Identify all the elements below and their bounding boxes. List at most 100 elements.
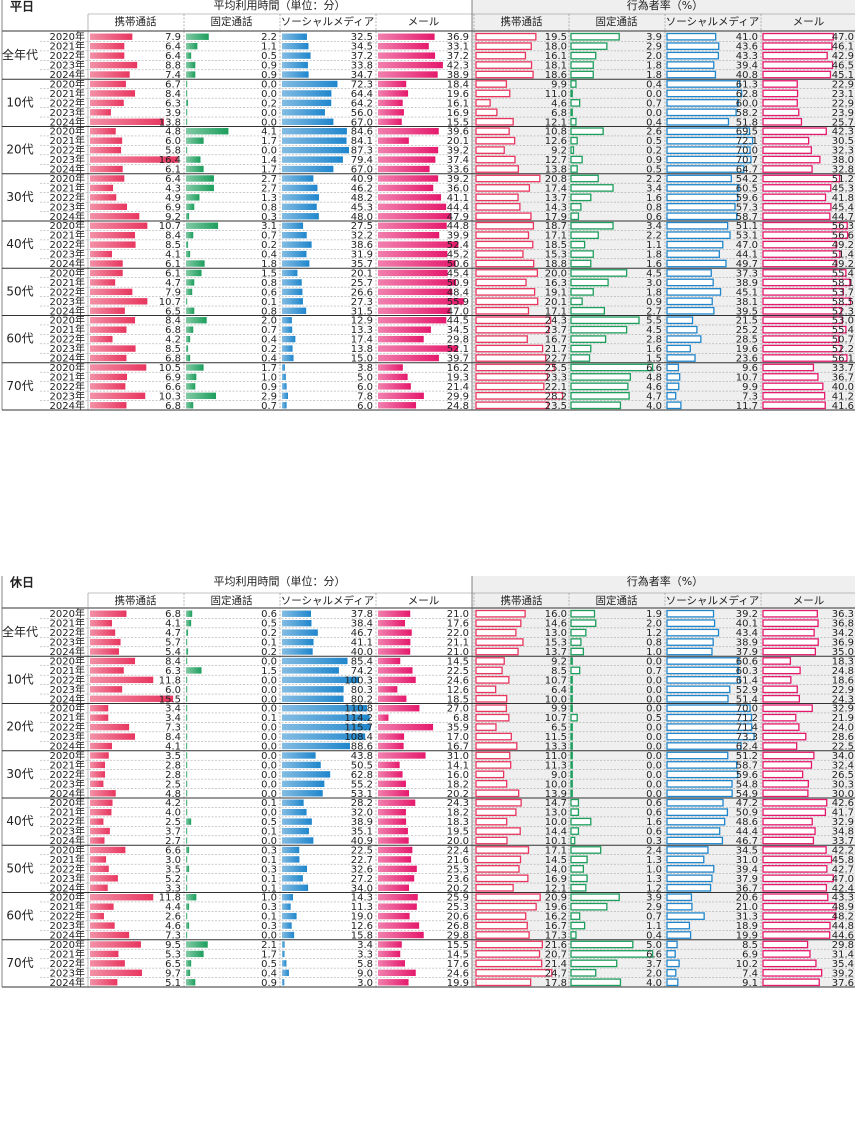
- value-label: 6.4: [165, 51, 181, 62]
- value-label: 4.7: [165, 628, 181, 639]
- rate-bar: [762, 325, 847, 334]
- value-label: 36.0: [447, 183, 469, 194]
- value-label: 11.0: [545, 751, 567, 762]
- rate-bar: [570, 325, 628, 334]
- time-bar: [90, 317, 136, 324]
- value-label: 0.4: [646, 117, 662, 128]
- value-label: 39.5: [736, 306, 758, 317]
- value-label: 13.0: [545, 808, 567, 819]
- value-label: 26.6: [351, 287, 373, 298]
- year-label: 2024年: [50, 929, 85, 942]
- value-label: 10.2: [736, 959, 758, 970]
- year-label: 2022年: [50, 957, 85, 970]
- value-label: 23.6: [736, 354, 758, 365]
- rate-bar: [666, 836, 724, 845]
- value-label: 3.5: [165, 864, 181, 875]
- section-label: 休日: [9, 575, 34, 590]
- rate-bar: [475, 354, 547, 362]
- time-bar: [186, 317, 207, 324]
- value-label: 50.9: [736, 808, 758, 819]
- rate-bar: [475, 666, 503, 675]
- value-label: 23.3: [545, 372, 567, 383]
- year-label: 2024年: [50, 645, 85, 658]
- rate-bar: [762, 817, 813, 826]
- value-label: 2.7: [261, 183, 277, 194]
- value-label: 30.0: [832, 789, 854, 800]
- rate-bar: [570, 685, 573, 694]
- rate-bar: [475, 231, 530, 240]
- year-label: 2023年: [50, 919, 85, 932]
- time-bar: [186, 894, 197, 901]
- rate-bar: [570, 827, 580, 835]
- rate-bar: [570, 382, 629, 391]
- value-label: 51.2: [832, 174, 854, 185]
- value-label: 10.8: [545, 127, 567, 138]
- value-label: 10.1: [545, 836, 567, 847]
- value-label: 0.5: [646, 713, 662, 724]
- value-label: 2.7: [261, 174, 277, 185]
- value-label: 9.6: [742, 363, 758, 374]
- time-bar: [378, 213, 452, 220]
- time-bar: [186, 269, 202, 277]
- value-label: 25.5: [545, 363, 567, 374]
- rate-bar: [762, 80, 798, 88]
- rate-bar: [762, 136, 810, 145]
- time-bar: [90, 790, 116, 797]
- rate-bar: [475, 363, 555, 372]
- year-label: 2020年: [50, 654, 85, 667]
- year-label: 2021年: [50, 323, 85, 336]
- time-bar: [282, 742, 350, 750]
- rate-bar: [570, 950, 654, 958]
- time-bar: [282, 837, 314, 844]
- year-label: 2023年: [50, 342, 85, 355]
- value-label: 53.7: [832, 287, 854, 298]
- rate-bar: [570, 770, 573, 779]
- value-label: 51.4: [832, 250, 854, 261]
- value-label: 44.6: [832, 931, 854, 942]
- value-label: 0.7: [646, 666, 662, 677]
- value-label: 38.9: [736, 638, 758, 649]
- value-label: 32.4: [832, 760, 854, 771]
- rate-bar: [762, 202, 832, 211]
- value-label: 35.1: [351, 827, 373, 838]
- value-label: 35.7: [351, 259, 373, 270]
- rate-bar: [666, 344, 691, 353]
- value-label: 3.9: [646, 893, 662, 904]
- value-label: 45.4: [832, 202, 854, 213]
- rate-bar: [570, 912, 581, 920]
- value-label: 55.2: [351, 779, 373, 790]
- value-label: 37.2: [447, 51, 469, 62]
- value-label: 41.8: [832, 193, 854, 204]
- year-label: 2022年: [50, 144, 85, 157]
- value-label: 39.4: [736, 61, 758, 72]
- value-label: 38.9: [351, 817, 373, 828]
- rate-bar: [475, 250, 524, 258]
- value-label: 0.4: [261, 968, 277, 979]
- value-label: 61.4: [736, 675, 758, 686]
- value-label: 5.8: [165, 146, 181, 157]
- value-label: 0.7: [646, 98, 662, 109]
- value-label: 16.1: [447, 98, 469, 109]
- year-label: 2022年: [50, 333, 85, 346]
- value-label: 33.7: [832, 836, 854, 847]
- value-label: 22.7: [351, 855, 373, 866]
- time-bar: [90, 799, 113, 806]
- time-bar: [186, 260, 205, 267]
- time-bar: [90, 752, 109, 759]
- value-label: 0.0: [261, 789, 277, 800]
- value-label: 29.8: [832, 940, 854, 951]
- rate-bar: [762, 921, 831, 930]
- time-bar: [186, 903, 190, 910]
- value-label: 1.8: [646, 70, 662, 81]
- rate-bar: [762, 950, 811, 958]
- rate-bar: [475, 335, 528, 343]
- value-label: 0.5: [261, 817, 277, 828]
- value-label: 0.6: [646, 798, 662, 809]
- time-bar: [282, 373, 286, 381]
- time-bar: [282, 894, 293, 901]
- rate-bar: [570, 99, 581, 107]
- time-bar: [378, 667, 413, 674]
- rate-bar: [762, 165, 813, 173]
- time-bar: [90, 619, 112, 627]
- value-label: 70.7: [736, 155, 758, 166]
